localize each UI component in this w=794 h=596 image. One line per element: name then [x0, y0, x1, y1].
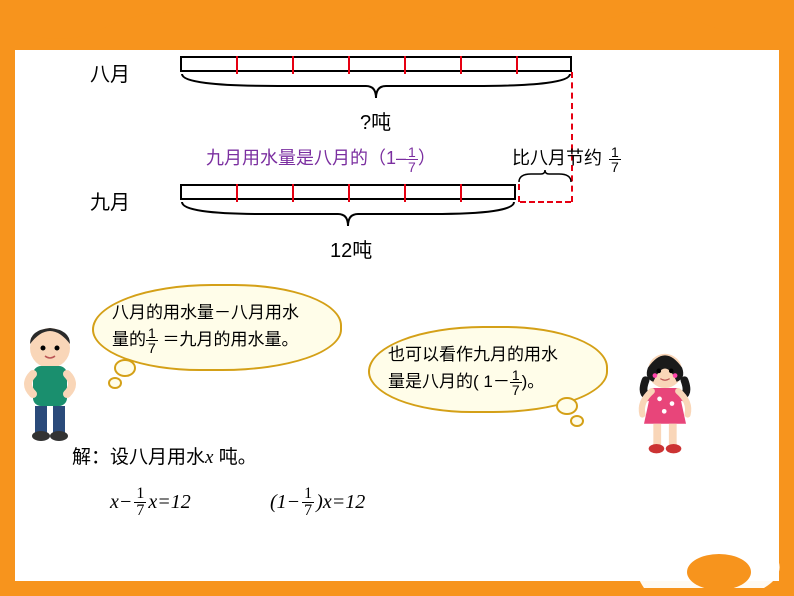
equation-2: (1− 17 )x=12: [270, 486, 365, 519]
purple-suffix: ）: [418, 148, 436, 168]
kid-right-illustration: [630, 332, 700, 472]
kid-left-illustration: [15, 322, 85, 442]
row1-brace: [180, 72, 572, 100]
frac-a: 17: [406, 145, 418, 174]
twelve-label: 12吨: [330, 234, 372, 263]
solution-line: 解：设八月用水x 吨。: [72, 442, 257, 469]
dashed-guide-2: [518, 184, 520, 202]
row1-bar: [180, 56, 572, 100]
solution-prefix: 解：设八月用水: [72, 447, 205, 468]
bubble-right-line1: 也可以看作九月的用水: [388, 342, 588, 368]
corner-decoration: [604, 488, 784, 588]
solution-suffix: 吨。: [213, 447, 256, 468]
small-brace: [517, 170, 573, 184]
dashed-guide-3: [520, 201, 571, 203]
bubble-left-line1: 八月的用水量－八月用水: [112, 300, 322, 326]
speech-bubble-left: 八月的用水量－八月用水 量的17 ＝九月的用水量。: [92, 284, 342, 371]
bubble-left-line2: 量的17 ＝九月的用水量。: [112, 326, 322, 355]
purple-annotation: 九月用水量是八月的（1–17）: [206, 144, 436, 174]
row1-label: 八月: [90, 58, 130, 87]
speech-bubble-right: 也可以看作九月的用水 量是八月的( 1－17)。: [368, 326, 608, 413]
bubble-right-line2: 量是八月的( 1－17)。: [388, 368, 588, 397]
frac-b: 17: [609, 145, 621, 174]
black-text-label: 比八月节约: [512, 148, 602, 168]
row2-brace: [180, 200, 516, 228]
purple-prefix: 九月用水量是八月的（1–: [206, 148, 406, 168]
question-label: ?吨: [360, 106, 391, 135]
row2-bar: [180, 184, 516, 228]
equation-1: x− 17 x=12: [110, 486, 191, 519]
row2-label: 九月: [90, 186, 130, 215]
